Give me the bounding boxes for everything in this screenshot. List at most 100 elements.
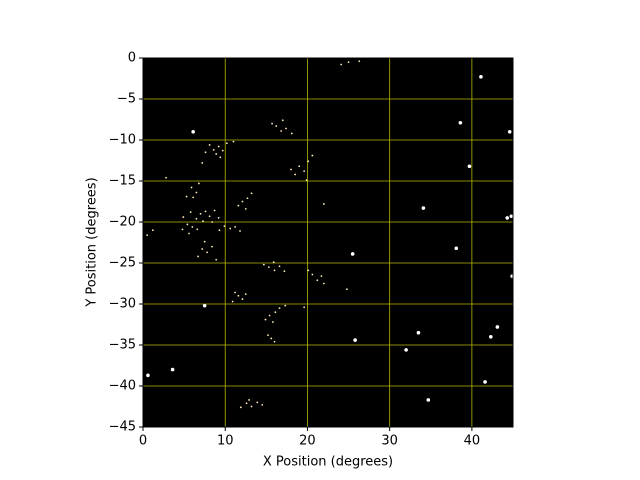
- star: [250, 405, 253, 408]
- star: [298, 165, 301, 168]
- plot-area: [143, 58, 513, 427]
- star: [217, 217, 220, 219]
- star: [426, 398, 431, 402]
- star: [274, 311, 277, 314]
- y-tick-label: −10: [109, 133, 136, 148]
- star: [190, 186, 193, 189]
- star: [208, 144, 211, 146]
- star: [505, 216, 510, 220]
- star: [221, 149, 224, 152]
- star: [483, 380, 487, 384]
- star: [218, 229, 221, 232]
- star: [170, 367, 175, 372]
- star: [347, 61, 350, 63]
- star: [219, 156, 222, 159]
- star: [234, 291, 236, 294]
- star: [264, 318, 267, 321]
- star: [316, 279, 319, 282]
- plot-frame: [142, 57, 514, 428]
- star: [280, 130, 283, 132]
- star: [239, 230, 241, 232]
- star: [212, 148, 215, 151]
- star: [195, 191, 198, 194]
- star: [206, 251, 209, 254]
- star: [290, 168, 292, 171]
- star: [303, 306, 306, 309]
- star: [281, 119, 284, 122]
- star: [268, 314, 271, 317]
- star: [275, 125, 278, 127]
- y-axis-label: Y Position (degrees): [85, 177, 100, 307]
- star: [270, 337, 273, 340]
- star: [489, 335, 493, 339]
- star: [181, 228, 184, 231]
- star: [273, 269, 276, 272]
- y-tick-label: −15: [109, 174, 136, 189]
- star: [246, 197, 249, 200]
- star: [239, 406, 242, 409]
- star: [350, 252, 355, 256]
- x-tick-label: 40: [464, 434, 481, 449]
- star: [202, 220, 204, 223]
- star: [256, 401, 259, 404]
- star: [237, 294, 240, 297]
- star: [416, 330, 421, 335]
- star: [311, 273, 314, 276]
- star: [267, 266, 270, 268]
- star: [241, 200, 244, 203]
- star: [454, 246, 459, 251]
- star: [290, 132, 293, 135]
- star: [305, 179, 308, 182]
- star: [244, 207, 247, 210]
- star: [182, 216, 185, 218]
- star: [346, 288, 348, 291]
- star: [285, 127, 287, 130]
- star: [244, 293, 247, 296]
- star: [271, 122, 273, 125]
- star: [188, 232, 190, 235]
- star: [322, 282, 325, 285]
- star: [458, 120, 463, 125]
- star: [250, 192, 253, 195]
- y-tick-label: −40: [109, 379, 136, 394]
- star: [358, 60, 361, 63]
- star: [201, 162, 204, 164]
- star: [404, 348, 408, 352]
- star: [248, 399, 250, 401]
- star: [186, 223, 189, 226]
- star: [197, 255, 199, 258]
- star: [495, 325, 500, 329]
- star: [237, 204, 240, 207]
- x-tick-label: 20: [299, 434, 316, 449]
- star: [151, 229, 154, 232]
- star: [165, 176, 167, 179]
- star: [353, 338, 357, 342]
- star: [204, 151, 207, 154]
- star: [507, 130, 512, 134]
- star: [225, 142, 228, 145]
- star: [320, 275, 323, 278]
- star: [217, 145, 220, 148]
- x-tick-label: 10: [217, 434, 234, 449]
- star: [191, 130, 195, 134]
- y-tick-label: −35: [109, 338, 136, 353]
- star: [294, 173, 297, 176]
- star: [273, 340, 276, 343]
- star: [261, 403, 264, 406]
- star: [229, 227, 232, 230]
- star: [241, 298, 244, 300]
- star: [272, 321, 274, 323]
- star: [196, 228, 199, 231]
- x-axis-label: X Position (degrees): [263, 455, 393, 470]
- x-tick-label: 30: [381, 434, 398, 449]
- star: [262, 263, 265, 266]
- star: [191, 226, 194, 228]
- star: [146, 234, 149, 237]
- star: [278, 265, 281, 268]
- star: [204, 210, 207, 213]
- star: [195, 217, 198, 220]
- star: [509, 214, 514, 219]
- star: [192, 196, 195, 199]
- star: [202, 303, 207, 308]
